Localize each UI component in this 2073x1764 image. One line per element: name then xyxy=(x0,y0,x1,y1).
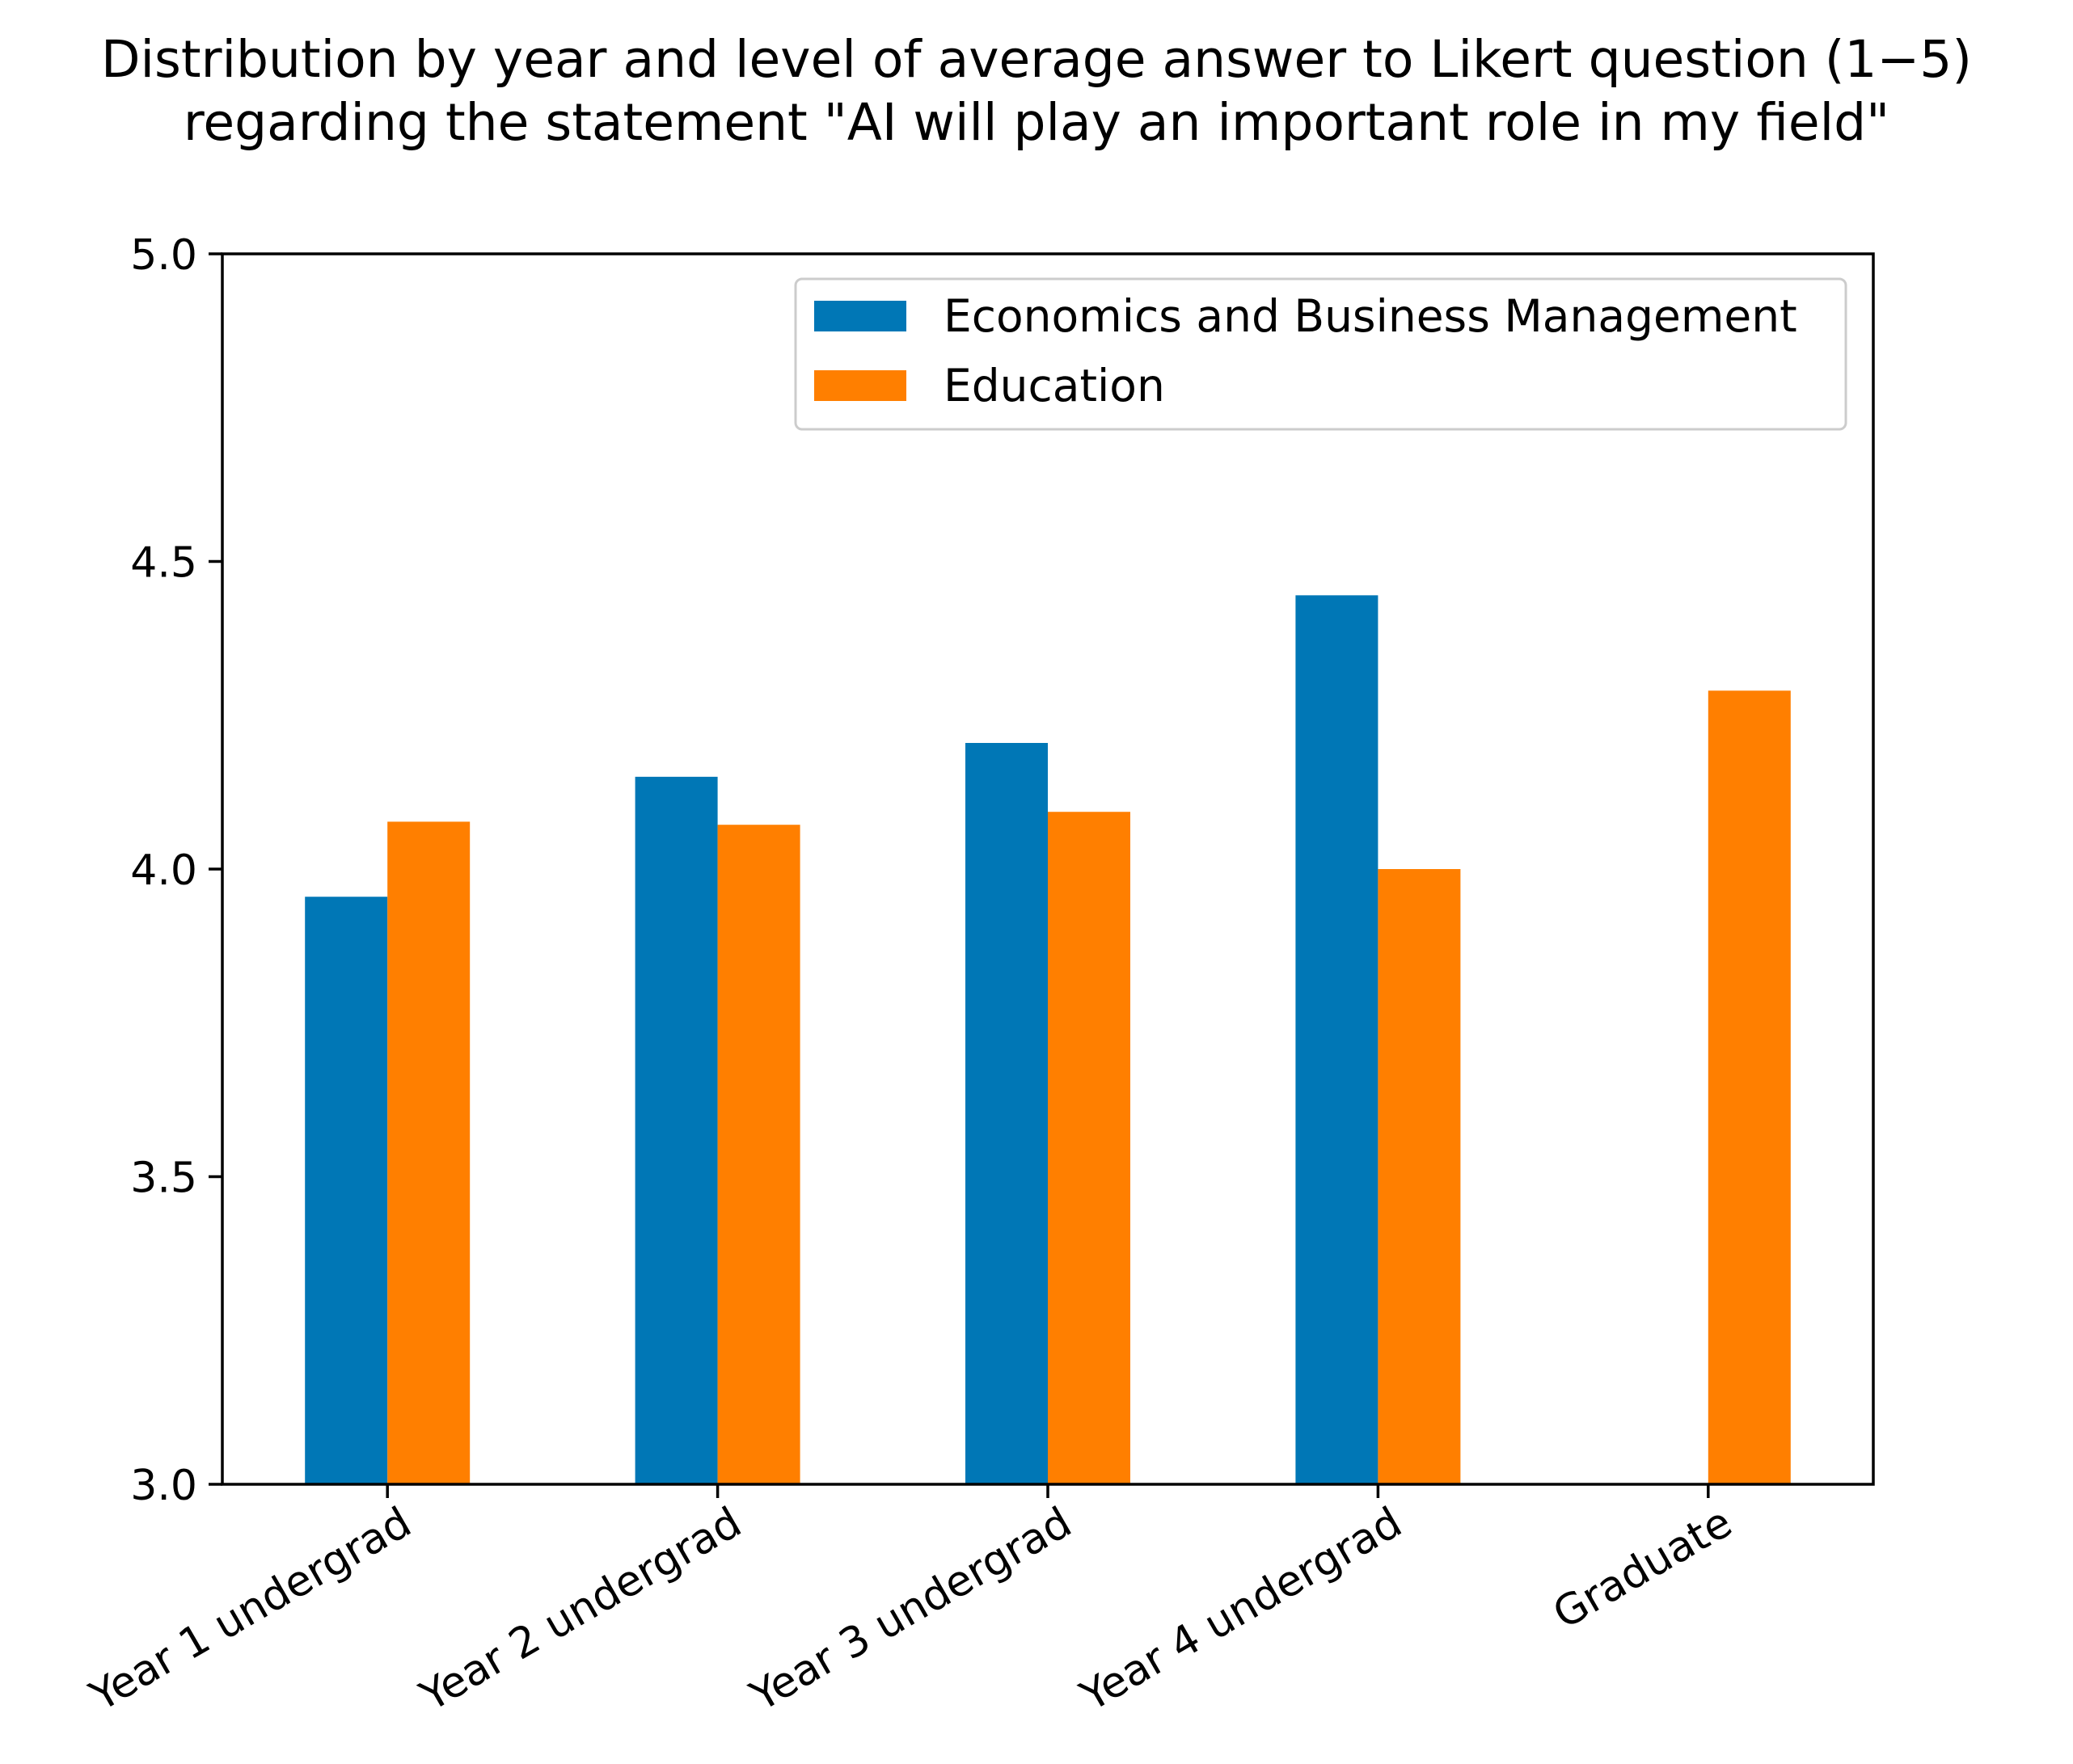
bar-economics-and-business-management-year-4-undergrad xyxy=(1295,595,1378,1484)
legend-label-economics: Economics and Business Management xyxy=(944,290,1797,342)
legend-swatch-education xyxy=(814,370,906,401)
bars-layer xyxy=(305,595,1791,1484)
bar-education-year-2-undergrad xyxy=(717,825,800,1484)
bar-economics-and-business-management-year-2-undergrad xyxy=(635,776,718,1484)
bar-education-year-3-undergrad xyxy=(1048,812,1130,1484)
legend-box xyxy=(794,277,1847,431)
legend: Economics and Business Management Educat… xyxy=(794,277,1847,431)
bar-economics-and-business-management-year-3-undergrad xyxy=(965,742,1048,1484)
chart-title-line-1: Distribution by year and level of averag… xyxy=(101,30,1972,89)
plot-area-frame xyxy=(221,252,1875,1486)
legend-label-education: Education xyxy=(944,360,1165,411)
legend-swatch-economics xyxy=(814,301,906,331)
y-tick-label: 3.0 xyxy=(130,1462,197,1510)
chart-title-line-2: regarding the statement "AI will play an… xyxy=(184,93,1889,152)
bar-economics-and-business-management-year-1-undergrad xyxy=(305,897,388,1484)
y-tick-label: 4.0 xyxy=(130,846,197,895)
bar-education-year-1-undergrad xyxy=(387,821,471,1484)
bar-education-year-4-undergrad xyxy=(1378,869,1461,1484)
y-tick-label: 5.0 xyxy=(130,231,197,280)
bar-education-graduate xyxy=(1708,690,1791,1484)
y-tick-label: 4.5 xyxy=(130,539,197,588)
y-tick-label: 3.5 xyxy=(130,1154,197,1203)
